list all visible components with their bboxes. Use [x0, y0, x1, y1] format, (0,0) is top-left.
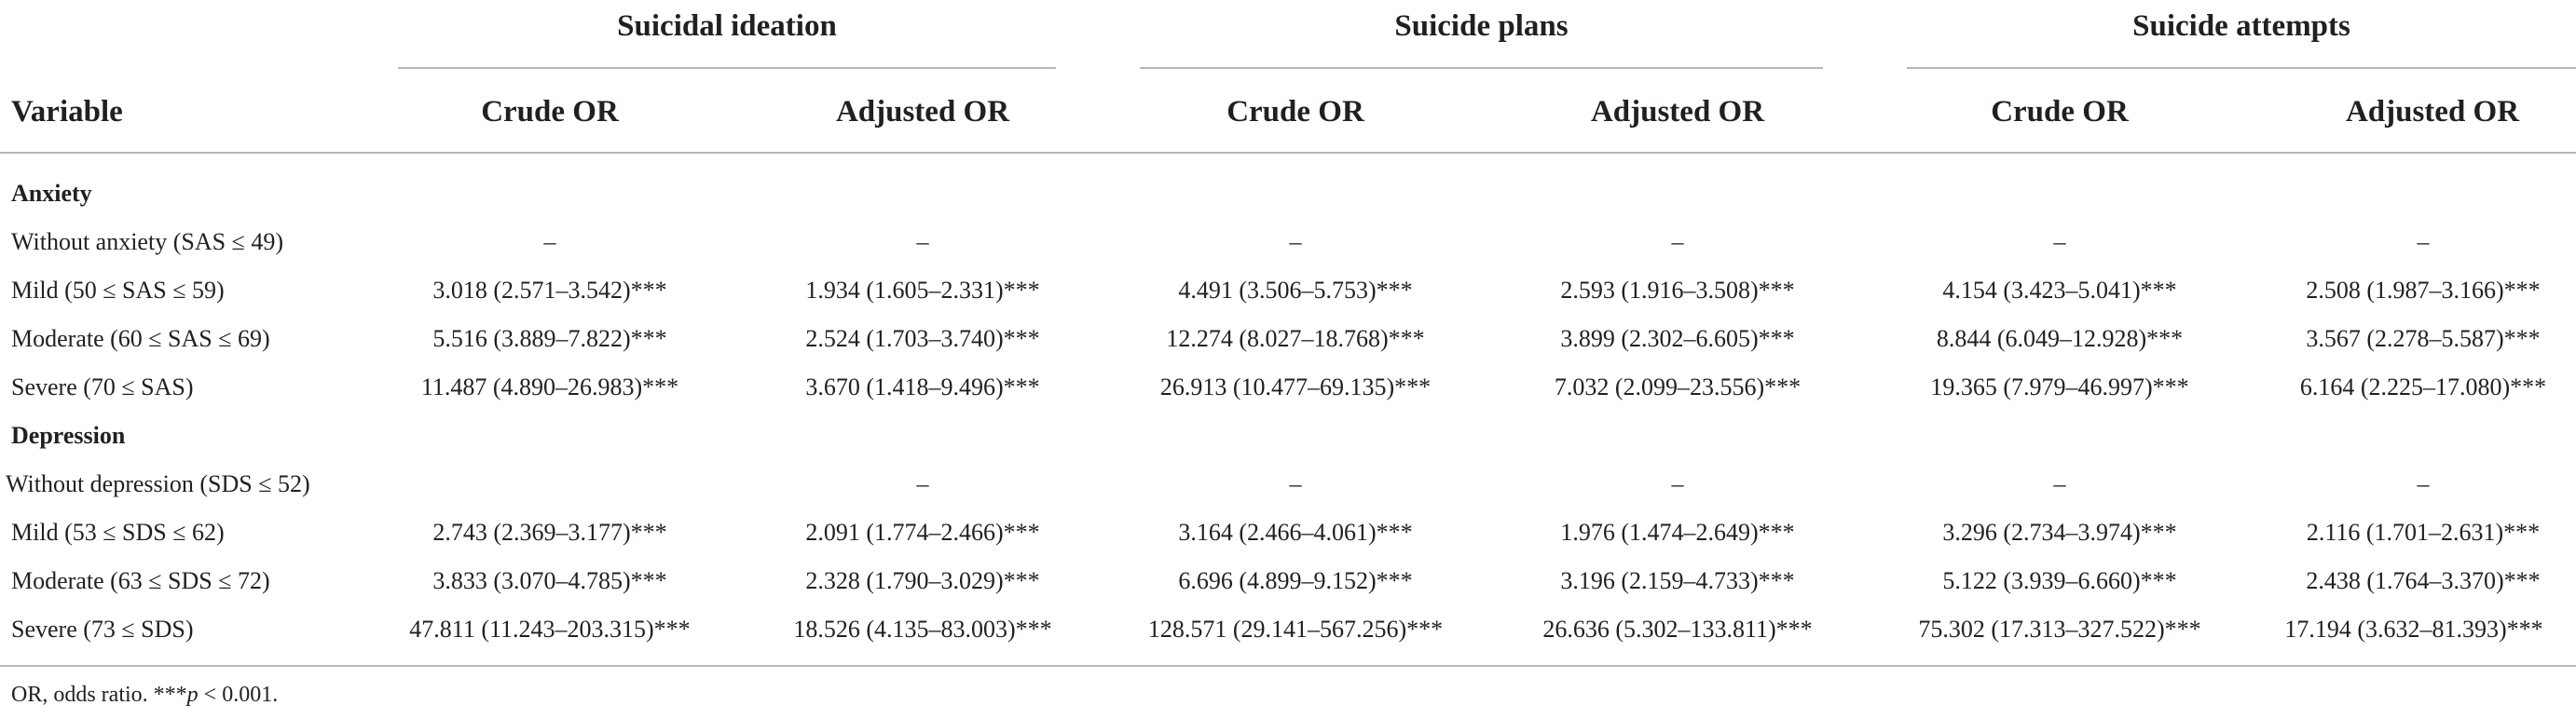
table-cell: 3.899 (2.302–6.605)*** — [1560, 325, 1795, 352]
column-header-attempts-crude: Crude OR — [1991, 95, 2129, 129]
table-row: Without anxiety (SAS ≤ 49) – – – – – – — [0, 218, 2576, 266]
group-rule-suicide-plans — [1140, 67, 1823, 69]
table-cell: 1.976 (1.474–2.649)*** — [1560, 519, 1795, 546]
group-title-suicide-attempts: Suicide attempts — [2132, 9, 2350, 43]
table-cell: 5.516 (3.889–7.822)*** — [432, 325, 667, 352]
table-row: Moderate (60 ≤ SAS ≤ 69) 5.516 (3.889–7.… — [0, 315, 2576, 363]
table-cell: – — [2417, 228, 2430, 255]
table-cell: – — [916, 228, 929, 255]
table-cell: 19.365 (7.979–46.997)*** — [1930, 373, 2189, 400]
row-label: Severe (73 ≤ SDS) — [11, 616, 194, 643]
table-cell: 4.491 (3.506–5.753)*** — [1178, 277, 1413, 304]
footnote-lead: OR, odds ratio. *** — [11, 683, 187, 707]
column-header-ideation-crude: Crude OR — [481, 95, 619, 129]
table-row-section: Depression — [0, 412, 2576, 460]
column-header-plans-crude: Crude OR — [1226, 95, 1364, 129]
row-label: Mild (50 ≤ SAS ≤ 59) — [11, 277, 225, 304]
column-header-attempts-adjusted: Adjusted OR — [2345, 95, 2520, 129]
table-cell: 18.526 (4.135–83.003)*** — [793, 616, 1052, 643]
footnote-tail: < 0.001. — [198, 683, 279, 707]
table-cell: 3.567 (2.278–5.587)*** — [2306, 325, 2541, 352]
row-label: Moderate (60 ≤ SAS ≤ 69) — [11, 325, 270, 352]
table-cell: – — [2053, 470, 2066, 497]
section-label: Anxiety — [11, 180, 92, 207]
table-cell: – — [1671, 470, 1684, 497]
table-row: Severe (73 ≤ SDS) 47.811 (11.243–203.315… — [0, 605, 2576, 654]
column-header-variable: Variable — [11, 95, 123, 129]
row-label: Without depression (SDS ≤ 52) — [6, 470, 310, 497]
table-cell: 128.571 (29.141–567.256)*** — [1147, 616, 1444, 643]
table-cell: 11.487 (4.890–26.983)*** — [420, 373, 679, 400]
group-rule-suicide-attempts — [1907, 67, 2576, 69]
table-row-section: Anxiety — [0, 170, 2576, 218]
table-cell: – — [1671, 228, 1684, 255]
row-label: Mild (53 ≤ SDS ≤ 62) — [11, 519, 225, 546]
table-cell: 2.524 (1.703–3.740)*** — [805, 325, 1040, 352]
column-header-plans-adjusted: Adjusted OR — [1590, 95, 1765, 129]
table-footnote: OR, odds ratio. ***p < 0.001. — [11, 677, 278, 712]
table-row: Without depression (SDS ≤ 52) – – – – – — [0, 460, 2576, 509]
section-label: Depression — [11, 422, 126, 449]
table-cell: 7.032 (2.099–23.556)*** — [1554, 373, 1802, 400]
table-cell: 26.636 (5.302–133.811)*** — [1542, 616, 1813, 643]
table-cell: 3.018 (2.571–3.542)*** — [432, 277, 667, 304]
table-cell: – — [1289, 228, 1302, 255]
table-cell: 17.194 (3.632–81.393)*** — [2284, 616, 2543, 643]
group-title-suicide-plans: Suicide plans — [1394, 9, 1569, 43]
table-cell: 3.164 (2.466–4.061)*** — [1178, 519, 1413, 546]
table-cell: 2.508 (1.987–3.166)*** — [2306, 277, 2541, 304]
table-cell: 3.296 (2.734–3.974)*** — [1942, 519, 2177, 546]
table-row: Severe (70 ≤ SAS) 11.487 (4.890–26.983)*… — [0, 363, 2576, 412]
table-cell: 5.122 (3.939–6.660)*** — [1942, 567, 2177, 594]
table-cell: 3.670 (1.418–9.496)*** — [805, 373, 1040, 400]
table-cell: 6.164 (2.225–17.080)*** — [2299, 373, 2547, 400]
row-label: Moderate (63 ≤ SDS ≤ 72) — [11, 567, 270, 594]
header-rule — [0, 152, 2576, 154]
table-cell: 12.274 (8.027–18.768)*** — [1166, 325, 1425, 352]
row-label: Without anxiety (SAS ≤ 49) — [11, 228, 283, 255]
table-cell: 2.593 (1.916–3.508)*** — [1560, 277, 1795, 304]
table-cell: 2.091 (1.774–2.466)*** — [805, 519, 1040, 546]
table-cell: 1.934 (1.605–2.331)*** — [805, 277, 1040, 304]
table-cell: 6.696 (4.899–9.152)*** — [1178, 567, 1413, 594]
table-cell: – — [2417, 470, 2430, 497]
table-cell: 3.196 (2.159–4.733)*** — [1560, 567, 1795, 594]
table-cell — [401, 460, 699, 509]
table-cell: – — [543, 228, 556, 255]
table-cell: 2.438 (1.764–3.370)*** — [2306, 567, 2541, 594]
table-row: Moderate (63 ≤ SDS ≤ 72) 3.833 (3.070–4.… — [0, 557, 2576, 605]
table-cell: 26.913 (10.477–69.135)*** — [1159, 373, 1432, 400]
table-row: Mild (50 ≤ SAS ≤ 59) 3.018 (2.571–3.542)… — [0, 266, 2576, 315]
table-cell: 4.154 (3.423–5.041)*** — [1942, 277, 2177, 304]
row-label: Severe (70 ≤ SAS) — [11, 373, 194, 400]
table-cell: – — [2053, 228, 2066, 255]
table-cell: 3.833 (3.070–4.785)*** — [432, 567, 667, 594]
footer-rule — [0, 665, 2576, 667]
column-header-ideation-adjusted: Adjusted OR — [835, 95, 1010, 129]
table-cell: – — [1289, 470, 1302, 497]
group-rule-suicidal-ideation — [398, 67, 1056, 69]
table-cell: – — [916, 470, 929, 497]
table-cell: 2.116 (1.701–2.631)*** — [2306, 519, 2541, 546]
footnote-p-symbol: p — [186, 683, 199, 707]
table-cell: 2.328 (1.790–3.029)*** — [805, 567, 1040, 594]
table-row: Mild (53 ≤ SDS ≤ 62) 2.743 (2.369–3.177)… — [0, 509, 2576, 557]
table-cell: 2.743 (2.369–3.177)*** — [432, 519, 667, 546]
table-cell: 47.811 (11.243–203.315)*** — [409, 616, 691, 643]
table-cell: 8.844 (6.049–12.928)*** — [1936, 325, 2184, 352]
group-title-suicidal-ideation: Suicidal ideation — [617, 9, 837, 43]
table-cell: 75.302 (17.313–327.522)*** — [1918, 616, 2201, 643]
